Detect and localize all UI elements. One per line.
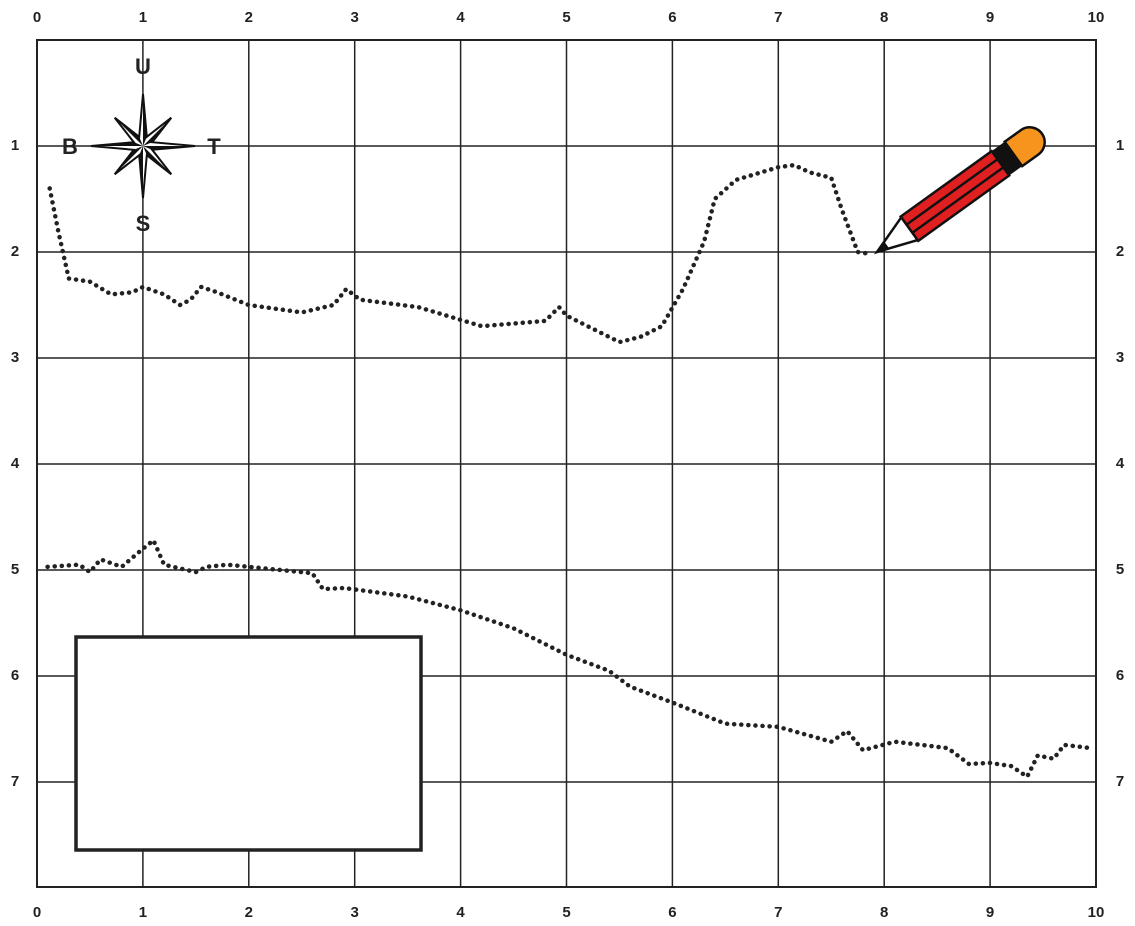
left-label: 1: [11, 137, 19, 154]
compass-shade: [143, 146, 195, 150]
compass-shade: [143, 146, 172, 175]
bottom-label: 0: [33, 904, 41, 921]
top-label: 0: [33, 9, 41, 26]
top-label: 4: [456, 9, 465, 26]
top-label: 1: [139, 9, 147, 26]
top-label: 6: [668, 9, 676, 26]
pencil: [873, 126, 1046, 255]
compass-shade: [139, 146, 143, 198]
compass-shade: [143, 94, 147, 146]
right-label: 3: [1116, 349, 1124, 366]
compass-west: B: [62, 134, 78, 159]
compass-north: U: [135, 54, 151, 79]
right-label: 5: [1116, 561, 1124, 578]
top-label: 3: [351, 9, 359, 26]
left-label: 7: [11, 773, 19, 790]
bottom-label: 1: [139, 904, 147, 921]
upper-track: [50, 165, 872, 342]
tracks: [48, 165, 1091, 777]
right-label: 2: [1116, 243, 1124, 260]
bottom-label: 6: [668, 904, 676, 921]
right-label: 1: [1116, 137, 1124, 154]
bottom-label: 3: [351, 904, 359, 921]
right-label: 7: [1116, 773, 1124, 790]
bottom-label: 10: [1088, 904, 1105, 921]
bottom-label: 8: [880, 904, 888, 921]
compass-rose: [90, 93, 196, 199]
top-label: 2: [245, 9, 253, 26]
top-label: 10: [1088, 9, 1105, 26]
left-label: 6: [11, 667, 19, 684]
bottom-label: 4: [456, 904, 465, 921]
left-label: 2: [11, 243, 19, 260]
left-label: 3: [11, 349, 19, 366]
right-label: 4: [1116, 455, 1125, 472]
bottom-label: 5: [562, 904, 570, 921]
top-label: 8: [880, 9, 888, 26]
bottom-label: 9: [986, 904, 994, 921]
compass-shade: [114, 117, 143, 146]
top-label: 9: [986, 9, 994, 26]
bottom-label: 2: [245, 904, 253, 921]
compass-south: S: [136, 211, 151, 236]
top-label: 5: [562, 9, 570, 26]
compass-shade: [91, 142, 143, 146]
top-label: 7: [774, 9, 782, 26]
compass-east: T: [207, 134, 221, 159]
left-label: 5: [11, 561, 19, 578]
legend-box: [74, 635, 423, 852]
lower-track: [48, 540, 1091, 776]
right-label: 6: [1116, 667, 1124, 684]
bottom-label: 7: [774, 904, 782, 921]
compass-shade: [114, 146, 143, 175]
left-label: 4: [11, 455, 20, 472]
